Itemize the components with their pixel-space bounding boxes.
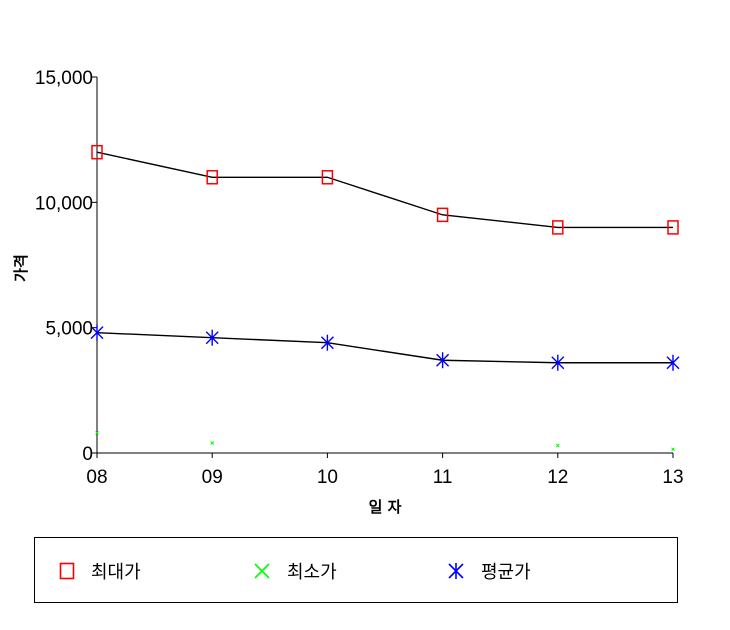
data-point-x <box>95 431 99 435</box>
series-line-0 <box>96 151 673 229</box>
data-point-asterisk <box>320 334 334 351</box>
x-marker-icon <box>254 563 270 579</box>
data-point-x <box>555 443 560 448</box>
data-point-square <box>321 170 334 185</box>
data-point-asterisk <box>666 354 680 371</box>
legend-label-max: 최대가 <box>91 562 141 583</box>
axes <box>92 76 674 458</box>
data-point-asterisk <box>551 354 565 371</box>
y-tick-label: 10,000 <box>35 193 93 214</box>
x-tick-label: 12 <box>547 467 568 488</box>
series-lines <box>96 151 673 364</box>
x-tick-label: 13 <box>662 467 683 488</box>
data-point-square <box>91 144 103 160</box>
y-axis-title: 가격 <box>12 254 30 282</box>
data-point-square <box>436 207 449 223</box>
legend-item-avg: 평균가 <box>447 538 531 604</box>
series-line-2 <box>96 331 673 364</box>
line-chart: 0 5,000 10,000 15,000 08 09 10 11 12 13 일 자 가격 <box>12 68 684 516</box>
data-point-square <box>667 220 679 235</box>
asterisk-marker-icon <box>448 563 464 579</box>
x-tick-label: 08 <box>86 467 107 488</box>
legend-item-max: 최대가 <box>59 538 141 604</box>
legend-label-min: 최소가 <box>287 562 337 583</box>
tick-labels: 0 5,000 10,000 15,000 08 09 10 11 12 13 <box>35 68 684 488</box>
legend-item-min: 최소가 <box>253 538 337 604</box>
data-point-asterisk <box>90 324 104 341</box>
data-point-x <box>671 447 675 452</box>
legend-label-avg: 평균가 <box>481 562 531 583</box>
data-point-asterisk <box>436 352 450 369</box>
x-tick-label: 11 <box>433 467 453 488</box>
data-point-x <box>210 441 215 445</box>
data-point-square <box>552 220 564 235</box>
y-tick-label: 15,000 <box>35 68 93 89</box>
x-tick-label: 09 <box>202 467 223 488</box>
x-axis-title: 일 자 <box>369 498 402 516</box>
y-tick-label: 5,000 <box>45 319 93 340</box>
legend: 최대가 최소가 평균가 <box>34 537 678 603</box>
data-point-square <box>206 170 218 185</box>
data-point-asterisk <box>205 329 219 346</box>
y-tick-label: 0 <box>82 444 93 465</box>
square-marker-icon <box>59 562 75 580</box>
x-tick-label: 10 <box>317 467 338 488</box>
series-markers <box>90 144 680 452</box>
